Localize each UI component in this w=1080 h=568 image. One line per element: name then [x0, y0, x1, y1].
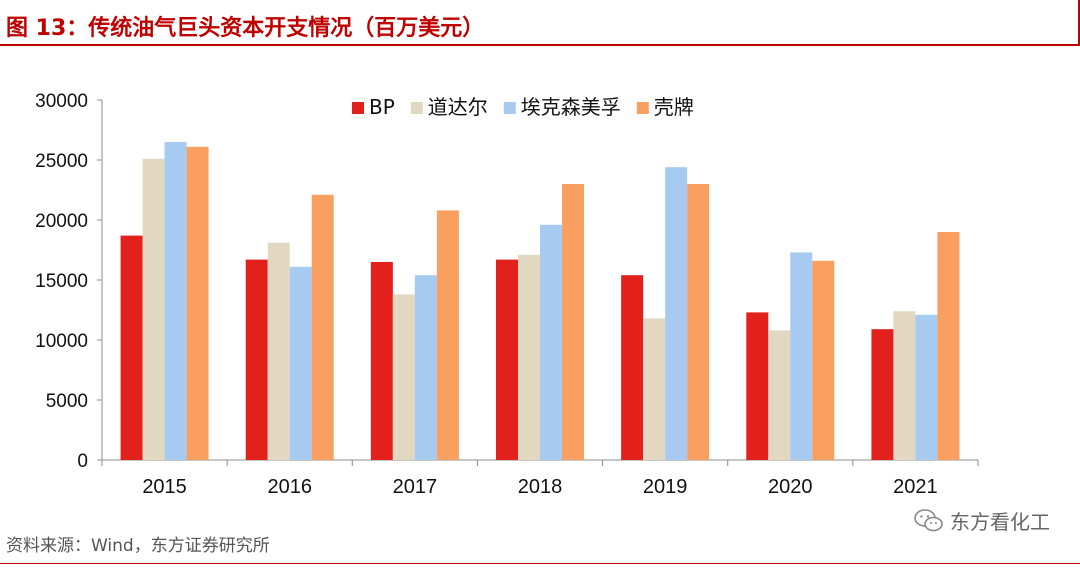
legend-swatch — [503, 102, 516, 114]
y-tick-label: 0 — [77, 451, 88, 472]
x-tick-label: 2017 — [393, 476, 438, 498]
legend-swatch — [410, 102, 423, 114]
legend-label: 壳牌 — [654, 95, 694, 119]
bar — [436, 210, 459, 460]
watermark: 东方看化工 — [914, 506, 1050, 535]
bar — [893, 311, 916, 460]
y-tick-label: 5000 — [46, 391, 88, 412]
y-tick-label: 25000 — [35, 151, 88, 172]
y-tick-label: 15000 — [35, 271, 88, 292]
bar — [768, 330, 791, 460]
bar — [871, 329, 894, 460]
bar — [496, 259, 518, 460]
y-axis: 0 5000 10000 15000 20000 25000 30000 — [35, 91, 103, 472]
legend-swatch — [352, 102, 364, 114]
figure-title: 图 13：传统油气巨头资本开支情况（百万美元） — [6, 16, 485, 41]
title-right-border — [1078, 0, 1080, 46]
bar — [120, 235, 143, 460]
legend: BP 道达尔 埃克森美孚 壳牌 — [352, 95, 694, 119]
title-underline — [0, 44, 1080, 46]
x-tick-label: 2016 — [267, 476, 312, 498]
x-axis: 2015 2016 2017 2018 2019 2020 2021 — [101, 459, 979, 498]
bar — [245, 259, 268, 460]
bar — [812, 260, 835, 460]
bar — [915, 314, 938, 460]
bar — [370, 262, 393, 460]
bar — [621, 275, 644, 460]
bar — [186, 146, 209, 461]
legend-label: 道达尔 — [428, 95, 488, 119]
bar — [562, 184, 584, 460]
bar — [937, 232, 960, 460]
bar — [267, 242, 290, 460]
bar — [687, 184, 710, 460]
bar — [414, 275, 437, 460]
bar — [665, 167, 688, 460]
bottom-border — [0, 563, 1080, 564]
bar — [392, 294, 415, 460]
legend-label: 埃克森美孚 — [521, 95, 621, 119]
x-tick-label: 2018 — [518, 476, 563, 498]
bar — [164, 142, 187, 460]
bar — [289, 266, 312, 460]
y-tick-label: 20000 — [35, 211, 88, 232]
bar — [790, 252, 813, 460]
bar — [746, 312, 769, 460]
y-tick-label: 30000 — [35, 91, 88, 112]
watermark-text: 东方看化工 — [950, 510, 1050, 534]
bar — [518, 254, 540, 460]
legend-swatch — [636, 102, 649, 114]
y-tick-label: 10000 — [35, 331, 88, 352]
x-tick-label: 2019 — [643, 476, 688, 498]
bar — [311, 194, 334, 461]
x-tick-label: 2020 — [768, 476, 813, 498]
bars — [120, 142, 960, 461]
legend-label: BP — [369, 95, 395, 119]
x-tick-label: 2021 — [893, 476, 938, 498]
wechat-icon — [914, 508, 943, 531]
bar — [142, 158, 165, 461]
source-note: 资料来源：Wind，东方证券研究所 — [6, 536, 270, 556]
bar — [643, 318, 666, 460]
x-tick-label: 2015 — [142, 476, 187, 498]
bar — [540, 224, 562, 460]
